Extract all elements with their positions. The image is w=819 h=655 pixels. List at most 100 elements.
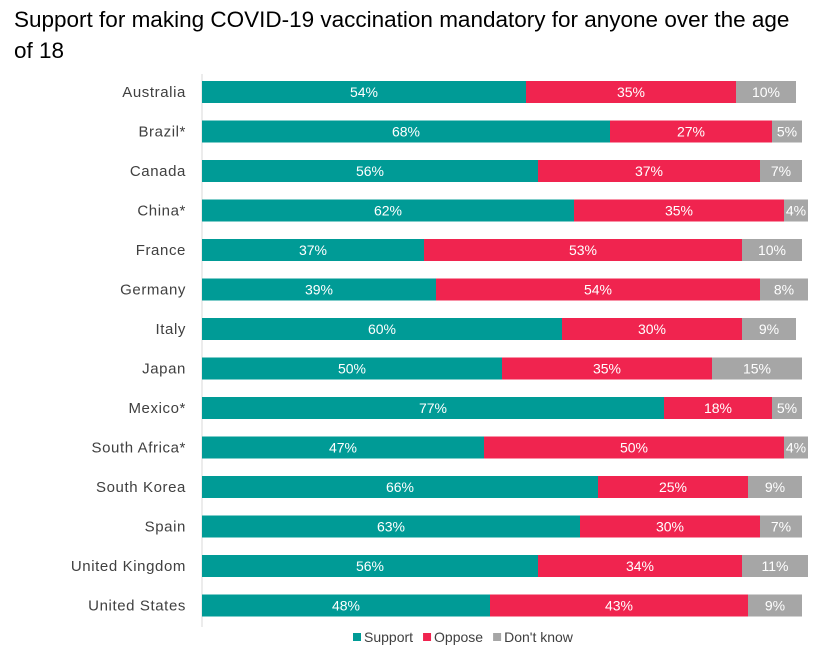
bar-segment [526,81,736,103]
bar-segment [562,318,742,340]
legend-entry: Don't know [504,629,574,645]
data-label: 60% [368,321,396,337]
data-label: 18% [704,400,732,416]
category-label: Canada [130,163,186,180]
data-label: 10% [752,84,780,100]
bar-segment [202,436,484,459]
bar-segment [538,160,760,182]
data-label: 15% [743,361,771,377]
category-label: United States [88,598,186,615]
data-label: 48% [332,598,360,614]
bar-segment [736,81,796,103]
data-label: 56% [356,163,384,179]
data-label: 50% [620,440,648,456]
bar-segment [772,120,802,143]
data-label: 56% [356,558,384,574]
bar-segment [712,357,802,380]
bar-segment [538,555,742,577]
data-label: 39% [305,282,333,298]
data-label: 35% [665,203,693,219]
data-label: 47% [329,440,357,456]
bar-segment [202,357,502,380]
bar-segment [580,515,760,538]
data-label: 4% [786,203,806,219]
category-label: Brazil* [138,124,186,141]
bar-segment [202,278,436,301]
bar-segment [202,594,490,617]
data-label: 37% [299,242,327,258]
bar-segment [784,199,808,222]
bars-layer: 54% 35% 10% 68% 27% 5% 56% 37% 7% 62% 35% 4% 37% 53% 1… [202,81,808,617]
category-label: United Kingdom [71,558,186,575]
category-label: France [136,242,186,259]
data-label: 63% [377,519,405,535]
bar-segment [610,120,772,143]
category-label: South Korea [96,479,186,496]
data-label: 68% [392,124,420,140]
bar-segment [748,594,802,617]
bar-segment [484,436,784,459]
bar-segment [202,318,562,340]
category-label: Mexico* [128,400,186,417]
data-label: 25% [659,479,687,495]
chart-title: Support for making COVID-19 vaccination … [14,7,790,63]
bar-segment [202,515,580,538]
legend: Support Oppose Don't know [353,629,574,645]
data-label: 11% [762,558,789,574]
data-label: 9% [759,321,779,337]
category-label: China* [137,203,186,220]
data-label: 9% [765,598,785,614]
bar-segment [748,476,802,498]
data-label: 5% [777,124,797,140]
bar-segment [664,397,772,419]
bar-segment [424,239,742,261]
bar-segment [202,199,574,222]
category-label: Japan [142,361,186,378]
data-label: 30% [638,321,666,337]
data-label: 8% [774,282,794,298]
data-label: 37% [635,163,663,179]
bar-segment [490,594,748,617]
bar-segment [202,81,526,103]
data-label: 54% [350,84,378,100]
bar-segment [784,436,808,459]
data-label: 7% [771,163,791,179]
data-label: 35% [617,84,645,100]
bar-segment [202,555,538,577]
category-label: Germany [120,282,186,299]
data-label: 7% [771,519,791,535]
bar-segment [202,397,664,419]
data-label: 34% [626,558,654,574]
bar-segment [202,476,598,498]
data-label: 62% [374,203,402,219]
bar-segment [202,239,424,261]
category-label: Australia [122,84,186,101]
category-label: Spain [145,519,186,536]
legend-swatch [493,633,502,641]
data-label: 5% [777,400,797,416]
data-label: 54% [584,282,612,298]
data-label: 66% [386,479,414,495]
bar-segment [742,239,802,261]
bar-segment [598,476,748,498]
legend-entry: Oppose [434,629,483,645]
data-label: 53% [569,242,597,258]
bar-segment [760,515,802,538]
data-label: 43% [605,598,633,614]
bar-segment [760,278,808,301]
category-label: South Africa* [91,440,186,457]
data-label: 77% [419,400,447,416]
bar-segment [436,278,760,301]
data-label: 4% [786,440,806,456]
category-label: Italy [155,321,186,338]
axis-layer: Australia Brazil* Canada China* France German… [71,74,203,627]
data-label: 9% [765,479,785,495]
bar-segment [742,555,808,577]
legend-swatch [353,633,361,641]
bar-segment [202,160,538,182]
bar-segment [760,160,802,182]
bar-segment [772,397,802,419]
data-label: 27% [677,124,705,140]
bar-segment [742,318,796,340]
